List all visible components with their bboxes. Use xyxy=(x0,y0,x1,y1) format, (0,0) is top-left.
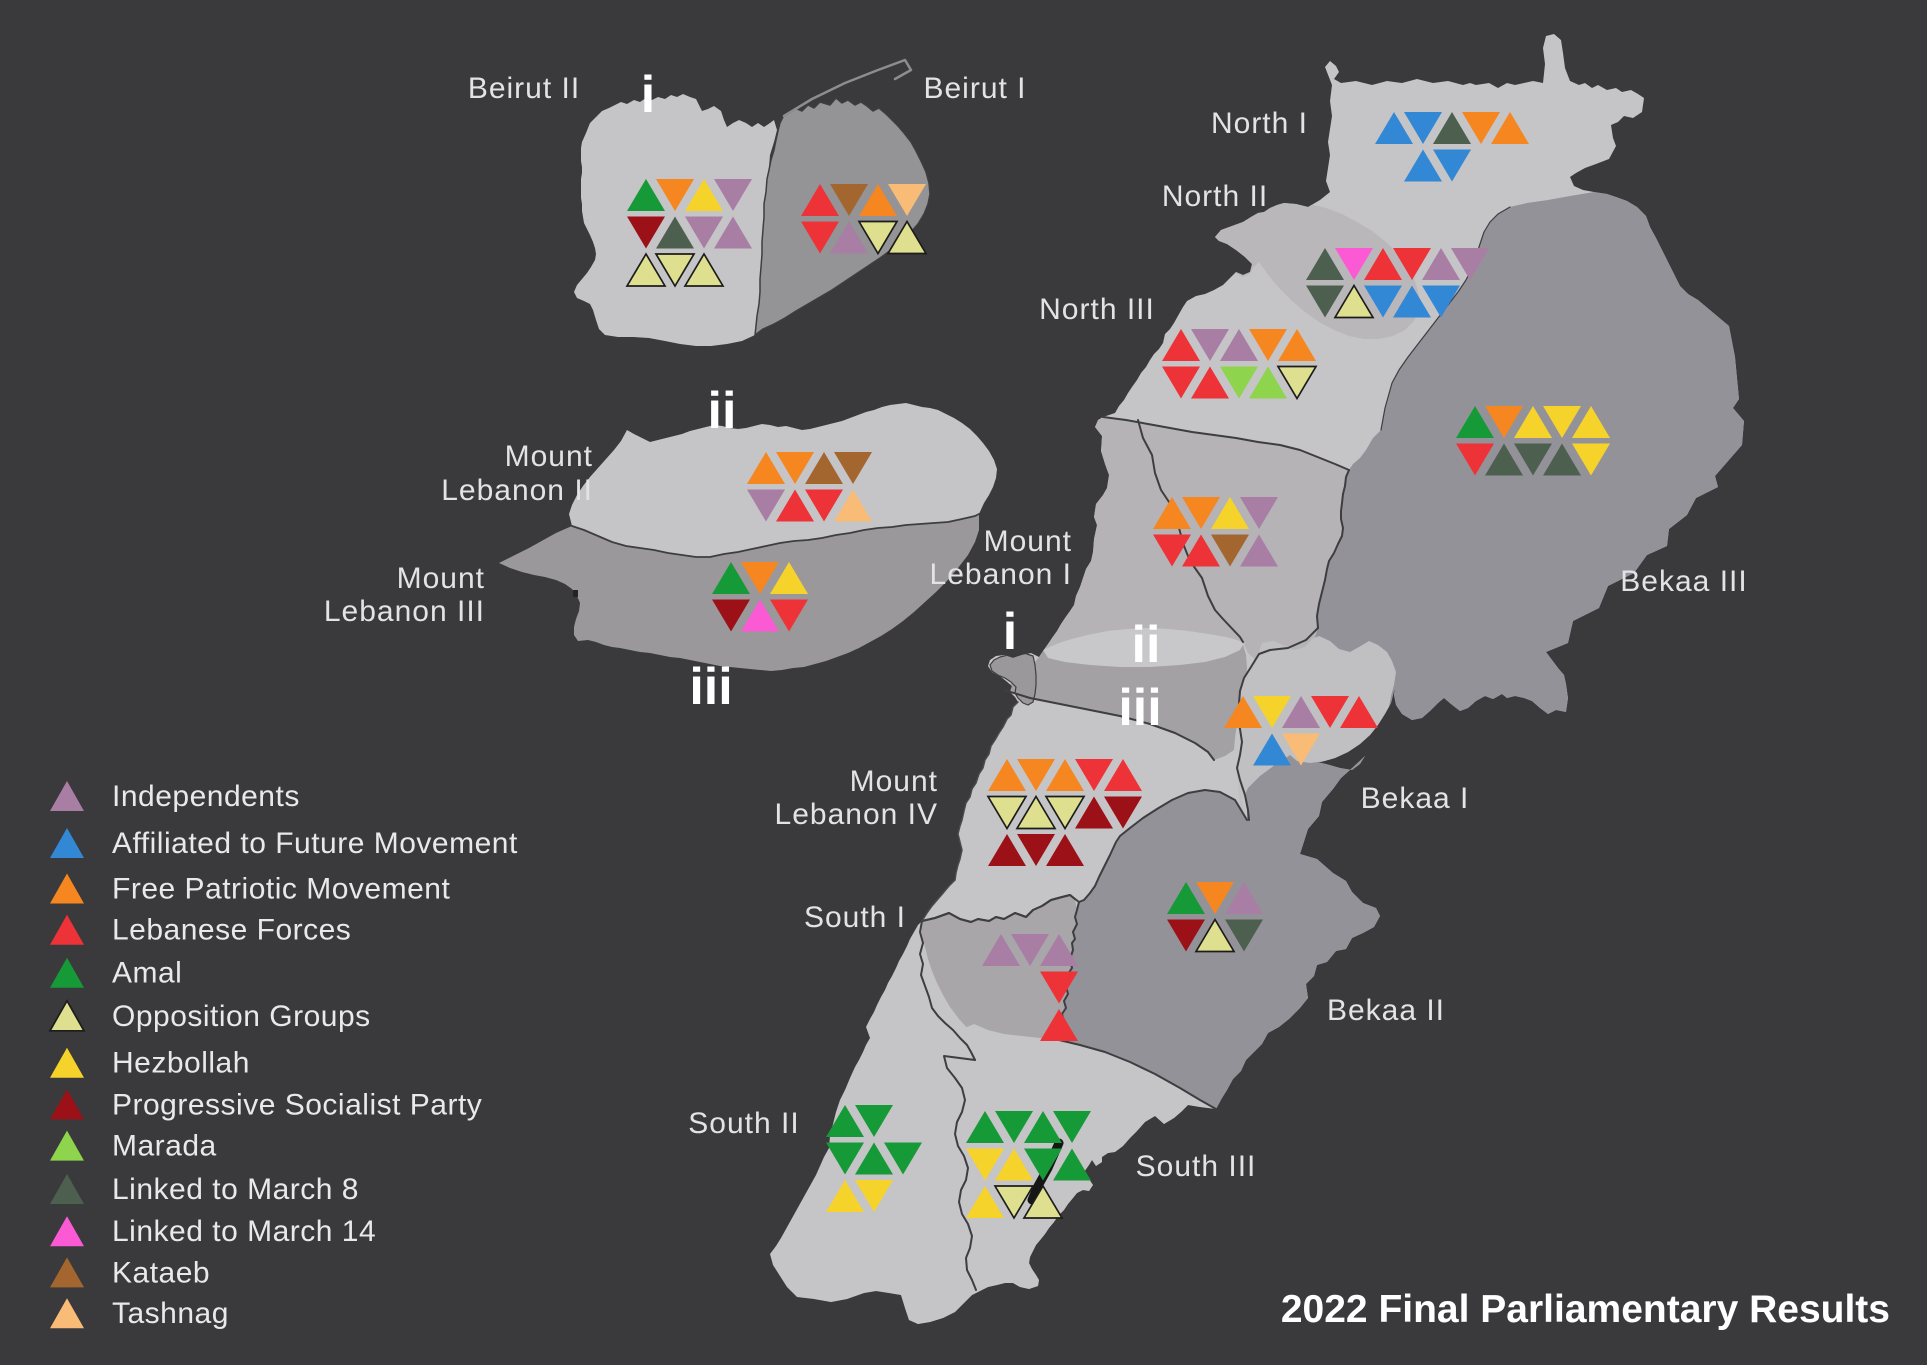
svg-text:Mount: Mount xyxy=(505,440,593,473)
svg-text:Marada: Marada xyxy=(112,1130,217,1163)
svg-text:Lebanese Forces: Lebanese Forces xyxy=(112,914,351,947)
svg-text:South II: South II xyxy=(688,1107,799,1140)
svg-text:Beirut I: Beirut I xyxy=(923,72,1026,105)
svg-text:Kataeb: Kataeb xyxy=(112,1256,210,1289)
svg-text:Hezbollah: Hezbollah xyxy=(112,1047,250,1080)
svg-text:Mount: Mount xyxy=(397,562,485,595)
svg-text:2022 Final Parliamentary Resul: 2022 Final Parliamentary Results xyxy=(1281,1288,1890,1331)
svg-text:Beirut II: Beirut II xyxy=(468,72,580,105)
svg-text:iii: iii xyxy=(689,658,732,716)
svg-text:Mount: Mount xyxy=(850,765,938,798)
svg-text:North II: North II xyxy=(1162,180,1268,213)
svg-text:iii: iii xyxy=(1118,679,1161,737)
svg-text:Free Patriotic Movement: Free Patriotic Movement xyxy=(112,873,450,906)
svg-text:Opposition Groups: Opposition Groups xyxy=(112,1000,371,1033)
svg-text:Bekaa III: Bekaa III xyxy=(1620,565,1747,598)
svg-text:ii: ii xyxy=(1132,616,1161,674)
svg-text:Lebanon IV: Lebanon IV xyxy=(775,798,938,831)
svg-text:Linked to March 8: Linked to March 8 xyxy=(112,1173,359,1206)
svg-text:i: i xyxy=(641,66,655,124)
svg-text:North I: North I xyxy=(1211,107,1308,140)
svg-text:Amal: Amal xyxy=(112,957,182,990)
svg-text:Independents: Independents xyxy=(112,780,300,813)
svg-text:North III: North III xyxy=(1039,293,1155,326)
svg-text:Affiliated to Future Movement: Affiliated to Future Movement xyxy=(112,827,518,860)
svg-text:Lebanon III: Lebanon III xyxy=(324,595,485,628)
svg-text:South I: South I xyxy=(804,901,906,934)
svg-text:Bekaa II: Bekaa II xyxy=(1327,994,1445,1027)
svg-text:South III: South III xyxy=(1136,1150,1257,1183)
svg-text:Bekaa I: Bekaa I xyxy=(1361,782,1470,815)
svg-text:Linked to March 14: Linked to March 14 xyxy=(112,1215,376,1248)
svg-text:Mount: Mount xyxy=(984,525,1072,558)
svg-text:Tashnag: Tashnag xyxy=(112,1297,229,1330)
svg-text:Lebanon II: Lebanon II xyxy=(441,474,593,507)
svg-text:i: i xyxy=(1003,603,1017,661)
svg-text:Lebanon I: Lebanon I xyxy=(930,558,1072,591)
svg-text:ii: ii xyxy=(708,382,737,440)
svg-text:Progressive Socialist Party: Progressive Socialist Party xyxy=(112,1088,482,1121)
